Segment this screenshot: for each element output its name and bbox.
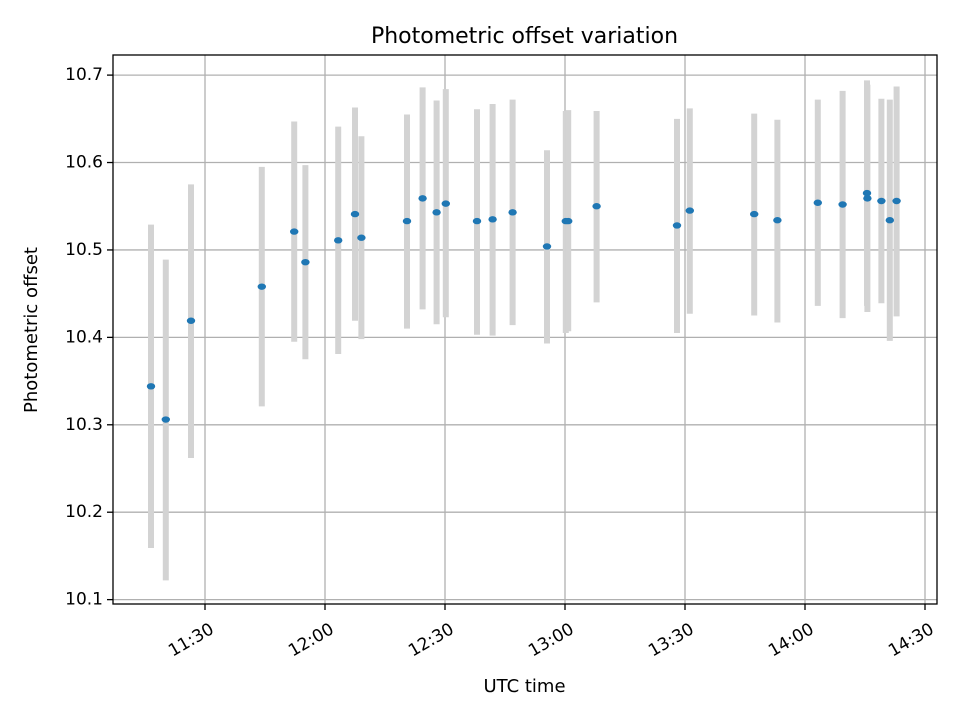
data-point bbox=[877, 197, 886, 205]
data-point bbox=[441, 200, 450, 207]
data-point bbox=[432, 209, 441, 216]
x-axis-label: UTC time bbox=[483, 676, 565, 697]
data-points bbox=[146, 189, 901, 423]
y-tick-label: 10.3 bbox=[65, 415, 103, 435]
data-point bbox=[813, 199, 822, 206]
y-tick-label: 10.4 bbox=[65, 327, 103, 347]
data-point bbox=[186, 317, 196, 324]
y-tick-label: 10.1 bbox=[65, 590, 103, 610]
data-point bbox=[146, 383, 156, 390]
plot-frame bbox=[112, 54, 938, 605]
data-point bbox=[592, 203, 601, 210]
data-point bbox=[472, 217, 482, 225]
data-point bbox=[334, 237, 343, 244]
y-axis-ticks: 10.1 10.2 10.3 10.4 10.5 10.6 10.7 bbox=[65, 65, 113, 610]
y-axis-label: Photometric offset bbox=[21, 247, 42, 413]
data-point bbox=[862, 189, 872, 197]
data-point bbox=[838, 201, 847, 208]
data-point bbox=[488, 216, 497, 223]
data-point bbox=[257, 283, 266, 290]
data-point bbox=[290, 228, 299, 235]
y-tick-label: 10.5 bbox=[65, 240, 103, 260]
data-point bbox=[301, 258, 310, 266]
data-point bbox=[350, 210, 360, 218]
data-point bbox=[885, 217, 894, 224]
data-point bbox=[863, 195, 872, 202]
data-point bbox=[773, 217, 782, 224]
data-point bbox=[542, 243, 552, 250]
chart-title: Photometric offset variation bbox=[371, 24, 678, 49]
y-tick-label: 10.6 bbox=[65, 153, 103, 173]
data-point bbox=[161, 416, 170, 423]
data-point bbox=[418, 195, 427, 202]
data-point bbox=[508, 209, 517, 216]
data-point bbox=[892, 197, 901, 205]
data-point bbox=[750, 210, 759, 218]
y-tick-label: 10.2 bbox=[65, 502, 103, 522]
data-point bbox=[402, 217, 412, 225]
data-point bbox=[685, 207, 694, 214]
data-point bbox=[564, 217, 573, 225]
data-point bbox=[357, 234, 366, 241]
data-point bbox=[672, 222, 682, 229]
y-tick-label: 10.7 bbox=[65, 65, 103, 85]
